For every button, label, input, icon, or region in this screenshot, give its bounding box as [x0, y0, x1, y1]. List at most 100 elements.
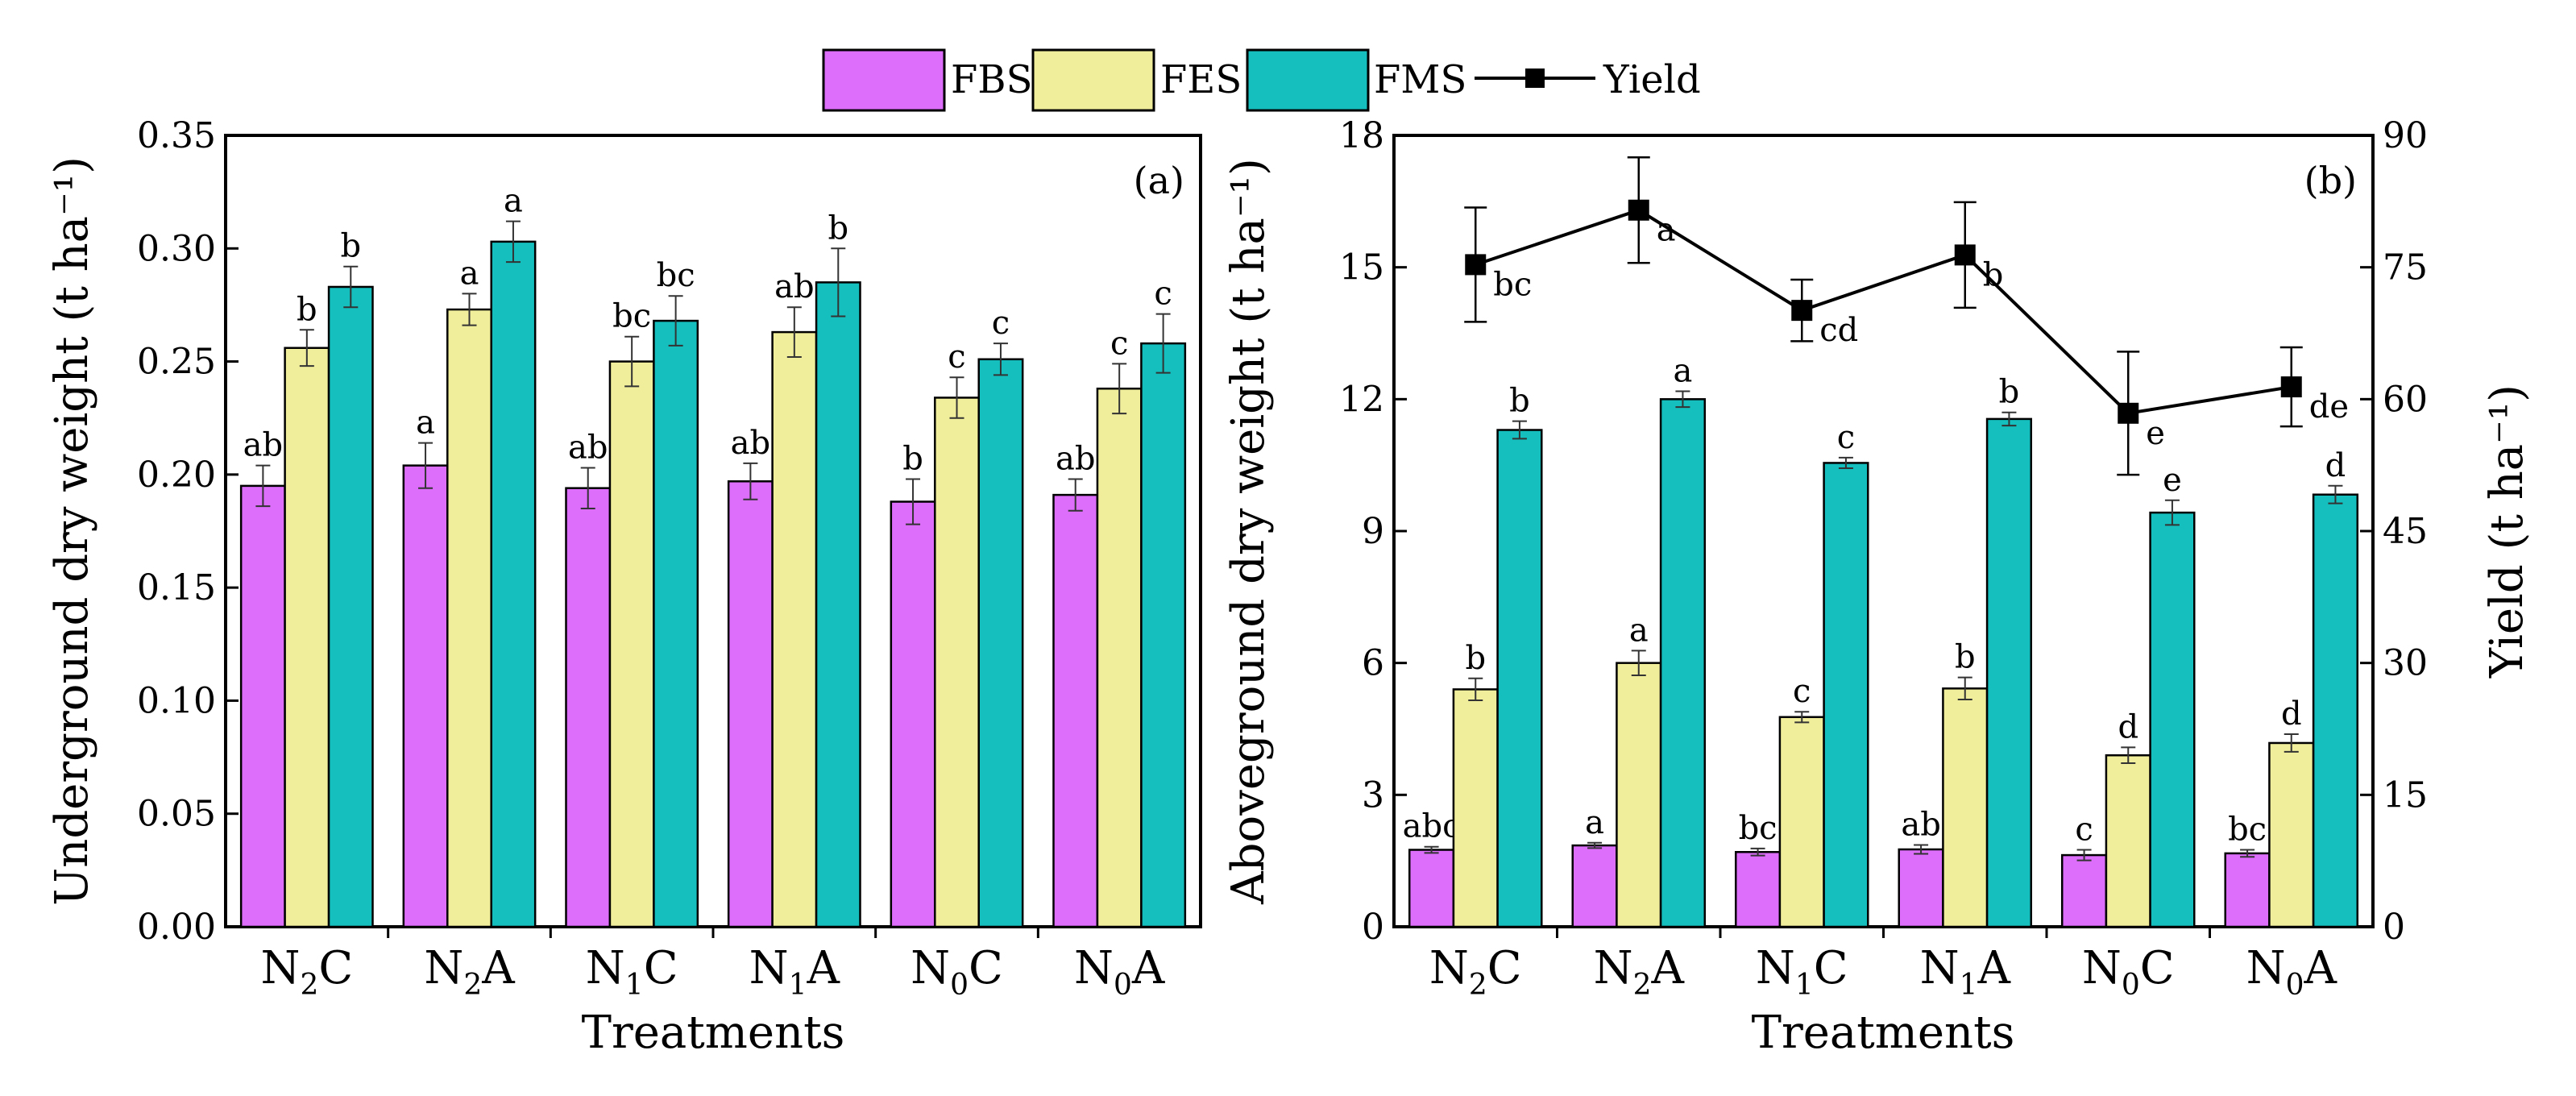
panel-a-y-axis-title: Underground dry weight (t ha⁻¹) — [46, 156, 98, 906]
significance-letter: b — [1999, 374, 2020, 411]
y2-tick-label: 30 — [2383, 643, 2428, 684]
bar-fbs — [2224, 852, 2271, 928]
yield-line — [1475, 208, 2292, 415]
significance-letter: d — [2325, 447, 2346, 484]
y2-tick-label: 0 — [2383, 907, 2405, 948]
y2-tick-label: 90 — [2383, 115, 2428, 156]
x-tick-label: N0A — [2246, 942, 2337, 1002]
yield-point — [1791, 300, 1813, 322]
y2-tick-label: 60 — [2383, 379, 2428, 420]
x-tick-label: N0A — [1074, 942, 1165, 1002]
legend-swatch-fms — [1246, 48, 1370, 112]
bar-fbs — [239, 484, 286, 928]
y-tick-label: 0 — [1362, 907, 1384, 948]
x-tick-label: N1C — [586, 942, 678, 1002]
significance-letter: c — [2075, 812, 2093, 849]
panel-b-y-axis-title: Aboveground dry weight (t ha⁻¹) — [1222, 158, 1275, 905]
bar-fbs — [565, 487, 612, 928]
y-tick-label: 0.10 — [137, 680, 216, 721]
y-tick-label: 0.30 — [137, 228, 216, 269]
bar-fes — [1096, 387, 1143, 928]
bar-fes — [1452, 688, 1499, 928]
bar-fes — [1942, 687, 1989, 928]
significance-letter: ab — [731, 425, 770, 462]
significance-letter: b — [902, 440, 923, 477]
legend-label-yield: Yield — [1603, 57, 1701, 102]
x-tick-label: N2C — [260, 942, 353, 1002]
y2-tick-label: 45 — [2383, 511, 2428, 552]
bar-fms — [327, 285, 374, 928]
bar-fes — [771, 330, 818, 928]
y-tick-label: 0.05 — [137, 794, 216, 835]
bar-fms — [1659, 398, 1707, 928]
x-tick-label: N0C — [2082, 942, 2175, 1002]
significance-letter: b — [828, 210, 848, 247]
significance-letter: c — [1837, 419, 1855, 456]
panel-b-label: (b) — [2304, 159, 2357, 202]
significance-letter: d — [2118, 708, 2138, 745]
y-tick-label: 12 — [1339, 379, 1384, 420]
panel-b-x-axis: N2C N2A N1C N1A N0C N0A — [1429, 927, 2337, 1002]
yield-significance-letter: de — [2309, 388, 2349, 426]
bar-fbs — [402, 464, 449, 928]
significance-letter: b — [297, 291, 317, 328]
bar-fms — [1496, 429, 1543, 928]
legend-swatch-fbs — [822, 48, 946, 112]
significance-letter: a — [504, 183, 523, 220]
bar-fes — [2105, 754, 2151, 928]
significance-letter: bc — [657, 257, 695, 294]
y-tick-label: 0.00 — [137, 907, 216, 948]
yield-point — [2118, 402, 2139, 424]
significance-letter: b — [1955, 639, 1976, 676]
y-tick-label: 0.20 — [137, 455, 216, 496]
bar-fms — [1823, 462, 1869, 928]
yield-significance-letter: a — [1657, 212, 1676, 249]
bar-fes — [934, 396, 980, 928]
panel-b-y2-axis: 0 15 30 45 60 75 90 — [2360, 115, 2428, 948]
significance-letter: a — [1585, 804, 1604, 841]
panel-a-x-axis-title: Treatments — [582, 1007, 845, 1059]
significance-letter: a — [1673, 353, 1692, 390]
significance-letter: ab — [1901, 807, 1940, 844]
significance-letter: a — [1629, 612, 1649, 649]
bar-fms — [815, 281, 861, 928]
bar-fms — [2312, 493, 2359, 928]
y-tick-label: 15 — [1339, 247, 1384, 289]
bar-fbs — [1898, 848, 1944, 928]
bar-fbs — [2060, 853, 2108, 928]
significance-letter: ab — [243, 427, 283, 464]
significance-letter: e — [2163, 462, 2182, 499]
bar-fms — [653, 319, 699, 928]
significance-letter: ab — [568, 429, 608, 466]
significance-letter: bc — [612, 298, 651, 335]
panel-b-y2-axis-title: Yield (t ha⁻¹) — [2481, 384, 2533, 679]
y-tick-label: 0.35 — [137, 115, 216, 156]
legend-label-fms: FMS — [1374, 57, 1466, 102]
yield-significance-letter: cd — [1819, 312, 1858, 349]
panel-a-chart: (a) 0.000.050.100.150.200.250.300.35 abb… — [46, 115, 1202, 1059]
significance-letter: c — [948, 338, 965, 376]
bar-fes — [2268, 741, 2315, 928]
bar-fbs — [1571, 844, 1618, 928]
significance-letter: b — [1509, 383, 1530, 420]
y-tick-label: 9 — [1362, 511, 1384, 552]
x-tick-label: N1A — [1920, 942, 2011, 1002]
bar-fms — [1140, 342, 1187, 928]
significance-letter: c — [1793, 673, 1811, 710]
y-tick-label: 3 — [1362, 774, 1384, 816]
y-tick-label: 18 — [1339, 115, 1384, 156]
significance-letter: abc — [1403, 808, 1461, 845]
bar-fms — [490, 240, 537, 928]
legend-label-fbs: FBS — [951, 57, 1032, 102]
significance-letter: b — [1465, 640, 1486, 677]
yield-point — [1954, 244, 1976, 266]
x-tick-label: N1C — [1756, 942, 1848, 1002]
bar-fes — [608, 360, 655, 928]
bar-fes — [446, 308, 492, 928]
legend: FBS FES FMS Yield — [822, 48, 1701, 112]
bar-fms — [977, 358, 1024, 928]
panel-b-x-axis-title: Treatments — [1752, 1007, 2015, 1059]
